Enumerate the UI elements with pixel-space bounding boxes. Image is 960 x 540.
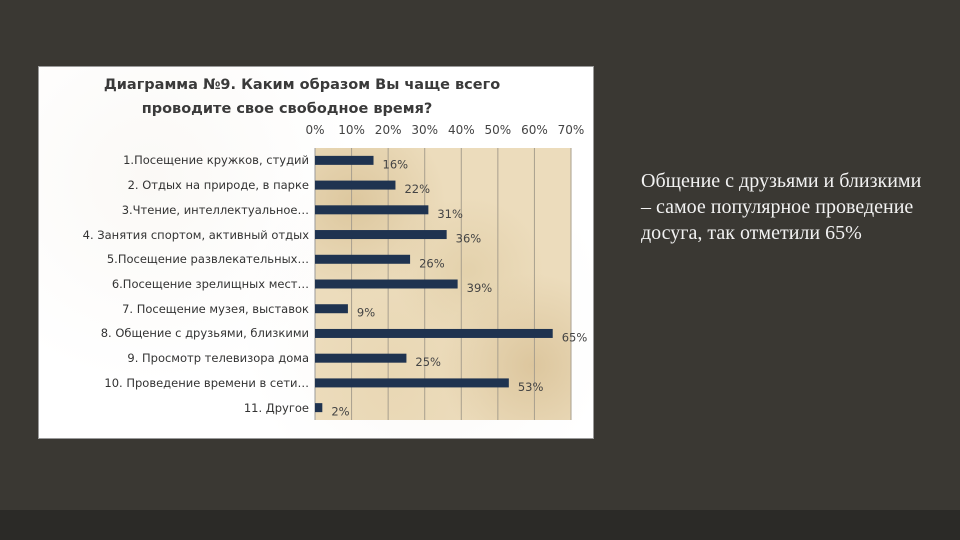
category-label: 2. Отдых на природе, в парке xyxy=(127,178,309,193)
x-tick-label: 50% xyxy=(484,123,512,137)
chart-title: Диаграмма №9. Каким образом Вы чаще всег… xyxy=(39,73,595,121)
chart-title-line2: проводите свое свободное время? xyxy=(141,101,433,117)
category-label: 10. Проведение времени в сети… xyxy=(104,375,309,390)
x-tick-label: 0% xyxy=(305,123,325,137)
data-label: 31% xyxy=(437,207,463,221)
category-label: 1.Посещение кружков, студий xyxy=(123,153,309,168)
x-tick-label: 60% xyxy=(521,123,548,137)
x-tick-label: 70% xyxy=(557,123,585,137)
category-labels: 1.Посещение кружков, студий 2. Отдых на п… xyxy=(39,148,309,420)
data-label: 39% xyxy=(467,281,493,295)
category-label: 8. Общение с друзьями, близкими xyxy=(100,326,309,341)
x-axis-ticks: 0% 10% 20% 30% 40% 50% 60% 70% xyxy=(305,123,584,139)
x-tick-label: 20% xyxy=(374,123,402,137)
category-label: 9. Просмотр телевизора дома xyxy=(127,351,309,366)
chart-title-line1: Диаграмма №9. Каким образом Вы чаще всег… xyxy=(103,77,501,93)
bar xyxy=(315,328,553,338)
category-label: 6.Посещение зрелищных мест… xyxy=(111,277,309,291)
category-label: 7. Посещение музея, выставок xyxy=(122,301,309,316)
x-tick-label: 10% xyxy=(338,123,365,137)
data-label: 53% xyxy=(518,380,544,394)
bar xyxy=(315,279,458,289)
x-tick-label: 30% xyxy=(411,123,439,137)
bar xyxy=(315,180,396,190)
data-label: 22% xyxy=(404,182,430,196)
bar xyxy=(315,155,374,165)
bar-chart-svg: 16% 22% 31% 36% 26% 39% 9% 65% 25% 53% 2% xyxy=(314,148,587,420)
bottom-band xyxy=(0,510,960,540)
data-label: 36% xyxy=(456,232,482,246)
side-caption: Общение с друзьями и близкими – самое по… xyxy=(641,170,922,244)
bar xyxy=(315,403,323,413)
data-label: 26% xyxy=(419,256,445,270)
data-label: 16% xyxy=(383,157,409,171)
bar xyxy=(315,353,407,363)
plot-area: 16% 22% 31% 36% 26% 39% 9% 65% 25% 53% 2% xyxy=(314,148,587,420)
category-label: 11. Другое xyxy=(243,400,309,415)
bar xyxy=(315,230,447,240)
data-label: 25% xyxy=(415,355,441,369)
category-label: 5.Посещение развлекательных… xyxy=(106,252,309,267)
chart-frame: Диаграмма №9. Каким образом Вы чаще всег… xyxy=(38,66,594,439)
category-label: 4. Занятия спортом, активный отдых xyxy=(82,227,309,242)
data-label: 2% xyxy=(331,405,349,419)
bar xyxy=(315,304,348,314)
bar xyxy=(315,378,509,388)
data-label: 9% xyxy=(357,306,375,320)
bar xyxy=(315,254,411,264)
bar xyxy=(315,205,429,215)
x-tick-label: 40% xyxy=(447,123,475,137)
category-label: 3.Чтение, интеллектуальное… xyxy=(121,202,309,217)
data-label: 65% xyxy=(562,330,588,344)
